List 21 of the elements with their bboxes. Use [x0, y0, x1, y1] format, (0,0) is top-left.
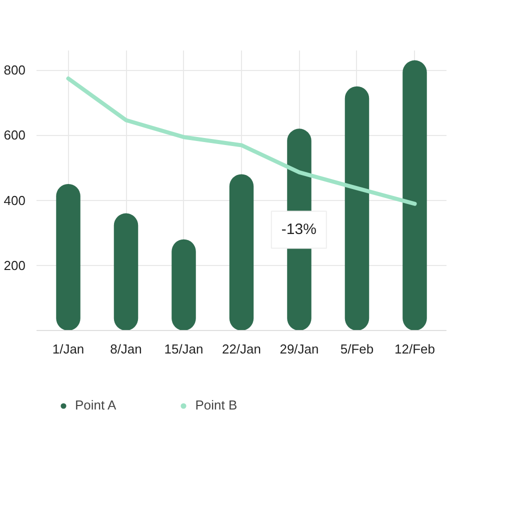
bar — [172, 239, 196, 330]
bar — [344, 86, 370, 330]
y-tick-label: 600 — [4, 128, 26, 143]
y-tick-label: 800 — [4, 62, 26, 78]
x-tick-label: 15/Jan — [164, 342, 204, 356]
x-tick-label: 1/Jan — [52, 342, 84, 356]
legend-label: Point B — [195, 398, 238, 412]
bar — [229, 174, 254, 330]
annotation: -13% — [281, 221, 316, 238]
x-tick-label: 8/Jan — [110, 342, 142, 356]
bar — [114, 213, 138, 330]
bar — [56, 184, 80, 330]
line-series — [66, 76, 417, 206]
y-tick-label: 200 — [4, 258, 26, 273]
x-tick-label: 5/Feb — [340, 342, 374, 356]
bar — [402, 60, 427, 330]
legend-label: Point A — [75, 398, 116, 412]
x-tick-label: 22/Jan — [222, 342, 262, 356]
x-tick-label: 12/Feb — [394, 342, 435, 356]
y-tick-label: 400 — [4, 192, 26, 208]
x-tick-label: 29/Jan — [280, 342, 319, 356]
